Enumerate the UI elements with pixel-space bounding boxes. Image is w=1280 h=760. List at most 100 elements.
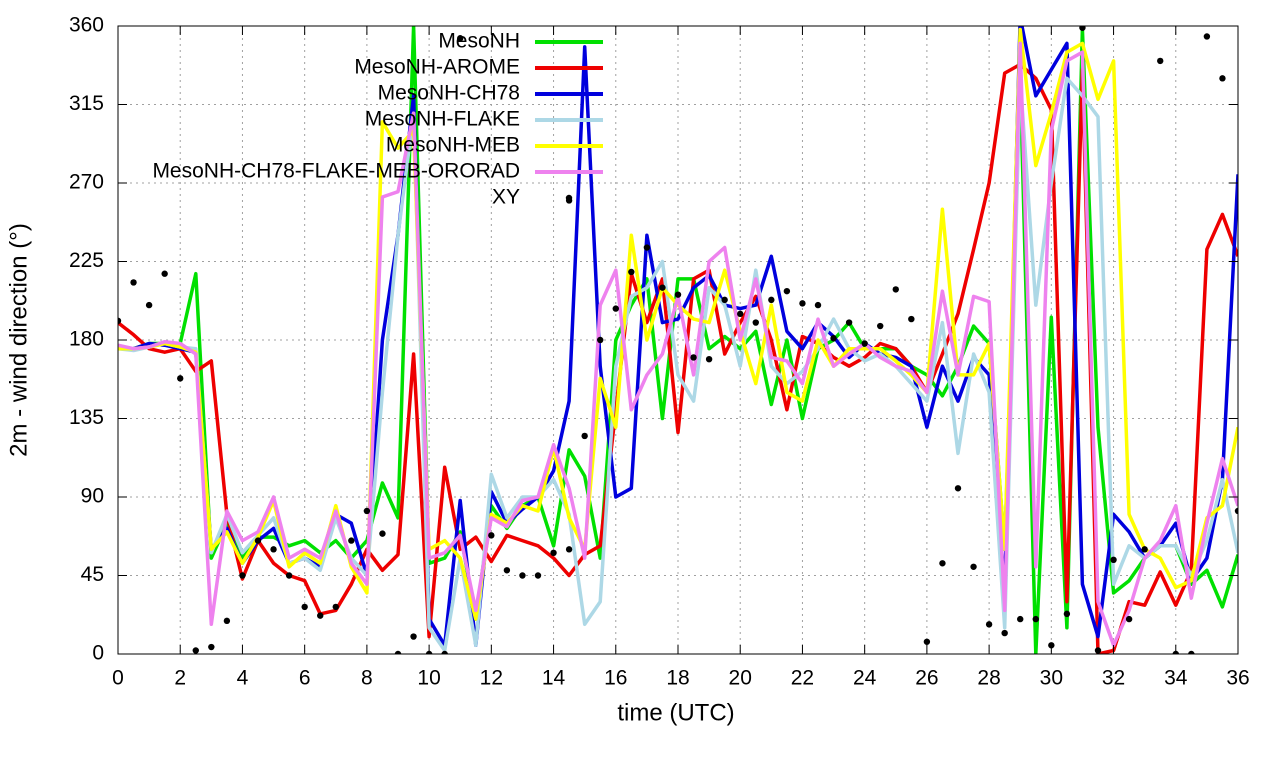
x-tick-label: 4 [237, 667, 249, 690]
data-point [177, 375, 184, 382]
data-point [348, 537, 355, 544]
data-point [783, 287, 791, 295]
plot-area [118, 26, 1238, 654]
data-point [768, 296, 775, 304]
data-point [534, 572, 542, 579]
data-point [192, 647, 199, 654]
x-tick-label: 10 [417, 667, 440, 690]
y-axis-label: 2m - wind direction (°) [5, 223, 32, 457]
x-tick-label: 2 [174, 667, 186, 690]
legend-label: MesoNH-CH78-FLAKE-MEB-ORORAD [152, 160, 520, 183]
data-point [814, 301, 822, 309]
data-point [970, 563, 977, 570]
data-point [130, 279, 137, 286]
data-point [317, 612, 324, 619]
data-point [254, 537, 262, 544]
data-point [270, 546, 277, 553]
x-tick-label: 32 [1102, 667, 1125, 690]
data-point [877, 322, 884, 330]
data-point [1063, 610, 1071, 618]
y-tick-label: 360 [69, 14, 104, 37]
data-point [628, 268, 635, 276]
data-point [161, 270, 168, 277]
data-point [208, 643, 215, 651]
legend-swatch [565, 194, 573, 202]
data-point [1032, 615, 1039, 623]
data-point [565, 546, 573, 553]
data-point [612, 305, 619, 312]
x-tick-label: 16 [604, 667, 627, 690]
data-point [379, 530, 386, 537]
legend-label: MesoNH [438, 30, 520, 53]
data-point [752, 319, 759, 326]
data-point [737, 310, 744, 318]
data-point [721, 296, 728, 304]
data-point [118, 317, 122, 325]
x-tick-label: 24 [853, 667, 877, 690]
data-point [1017, 615, 1024, 623]
x-tick-label: 34 [1164, 667, 1188, 690]
x-tick-label: 18 [666, 667, 689, 690]
x-tick-label: 6 [299, 667, 311, 690]
x-tick-label: 26 [915, 667, 938, 690]
data-point [985, 621, 993, 628]
data-point [1001, 629, 1008, 637]
x-tick-label: 20 [729, 667, 752, 690]
legend-label: MesoNH-CH78 [378, 82, 520, 105]
data-point [908, 315, 915, 323]
data-point [223, 617, 231, 625]
data-point [1079, 26, 1086, 31]
data-point [332, 603, 339, 611]
data-point [410, 633, 417, 640]
x-tick-label: 8 [361, 667, 373, 690]
data-point [690, 354, 697, 361]
legend: MesoNH MesoNH-AROME MesoNH-CH78 MesoNH-FLAK… [152, 30, 603, 209]
data-point [1234, 507, 1238, 515]
legend-label: XY [492, 186, 520, 209]
data-point [503, 567, 511, 574]
series-line [118, 26, 1238, 654]
data-point [799, 300, 806, 307]
data-point [674, 291, 682, 298]
x-tick-label: 30 [1040, 667, 1063, 690]
data-point [597, 336, 604, 344]
data-point [1188, 650, 1195, 654]
data-point [659, 284, 666, 291]
data-point [1125, 615, 1133, 623]
data-point [457, 35, 464, 42]
data-point [861, 340, 868, 347]
data-point [939, 560, 946, 567]
data-point [845, 319, 853, 326]
x-tick-label: 0 [112, 667, 124, 690]
x-axis-label: time (UTC) [617, 699, 734, 726]
x-tick-label: 12 [480, 667, 503, 690]
data-point [301, 603, 308, 611]
series-line [118, 76, 1238, 653]
data-point [892, 286, 899, 293]
x-tick-label: 36 [1226, 667, 1249, 690]
data-point [1141, 546, 1148, 553]
data-point [581, 432, 588, 440]
data-point [705, 355, 713, 363]
y-tick-label: 90 [81, 485, 104, 508]
y-tick-label: 135 [69, 406, 104, 429]
data-point [923, 638, 931, 645]
x-tick-label: 14 [542, 667, 566, 690]
data-point [643, 244, 651, 251]
data-point [285, 572, 293, 579]
data-point [1203, 33, 1211, 40]
data-point [363, 507, 371, 515]
y-tick-label: 225 [69, 249, 104, 272]
data-point [954, 485, 962, 492]
data-point [1110, 556, 1117, 563]
data-point [488, 532, 495, 539]
data-point [1094, 647, 1102, 654]
y-tick-label: 45 [81, 563, 104, 586]
data-point [1157, 57, 1164, 65]
data-point [519, 572, 526, 579]
x-tick-label: 28 [977, 667, 1000, 690]
legend-label: MesoNH-MEB [386, 134, 520, 157]
data-point [441, 650, 448, 654]
y-tick-label: 315 [69, 92, 104, 115]
